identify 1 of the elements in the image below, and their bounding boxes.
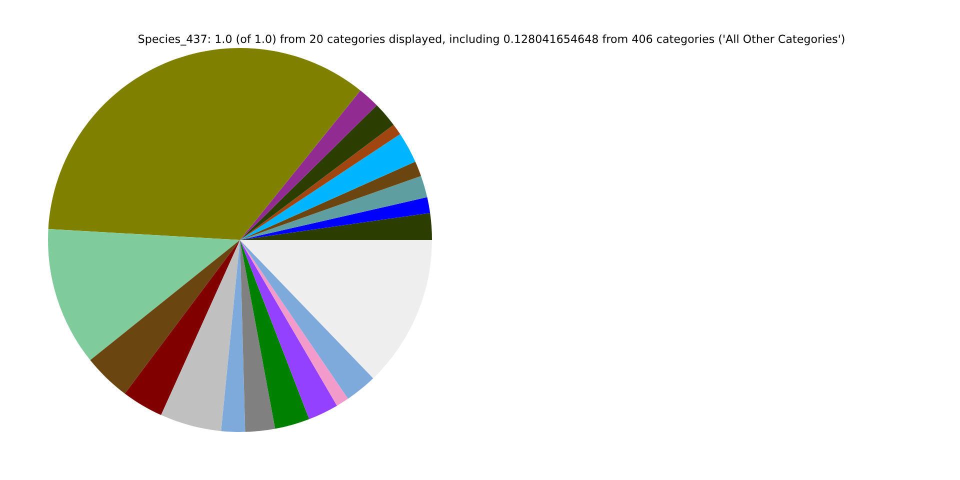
text: Species_437: 1.0 (of 1.0) from 20 categories displayed, including 0.128041654648 from 406 categories ('All Other Categories') [138,34,844,46]
